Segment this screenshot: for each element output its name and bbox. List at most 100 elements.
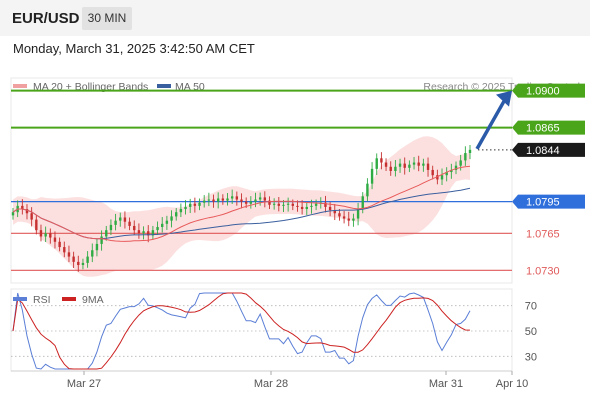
candle-body: [49, 233, 52, 238]
level-label-1.0730: 1.0730: [526, 265, 560, 277]
candle-body: [58, 241, 61, 248]
candle-body: [81, 262, 85, 266]
candle-body: [86, 256, 89, 263]
candle-body: [119, 217, 122, 221]
candle-body: [221, 198, 225, 201]
candle-body: [380, 158, 383, 163]
candle-body: [53, 237, 57, 242]
level-label-1.0865: 1.0865: [526, 123, 560, 135]
candle-body: [198, 202, 201, 206]
candle-body: [133, 225, 136, 231]
candle-body: [296, 205, 299, 207]
candle-body: [128, 221, 131, 226]
rsi-tick-50: 50: [525, 326, 537, 338]
pair-title: EUR/USD: [12, 10, 80, 27]
rsi-legend-label: RSI: [33, 294, 51, 306]
x-tick-label: Mar 28: [254, 378, 288, 390]
candle-body: [77, 261, 80, 266]
level-tag-1.0865: [512, 120, 585, 135]
candle-body: [202, 200, 206, 203]
candle-body: [105, 230, 108, 237]
candle-body: [72, 256, 75, 262]
candle-body: [403, 163, 406, 168]
candle-body: [161, 223, 164, 227]
candle-body: [375, 158, 378, 169]
rsi-ma-legend-swatch: [62, 297, 76, 301]
candle-body: [207, 199, 211, 201]
candle-body: [244, 201, 248, 204]
candle-body: [384, 162, 388, 167]
candle-body: [454, 165, 458, 170]
level-label-1.0765: 1.0765: [526, 228, 560, 240]
candle-body: [30, 213, 33, 220]
x-tick-label: Apr 10: [496, 378, 528, 390]
candle-body: [366, 183, 369, 197]
candle-body: [35, 219, 38, 231]
rsi-legend-swatch: [13, 297, 27, 301]
candle-body: [436, 175, 439, 180]
candle-body: [165, 220, 169, 224]
timeframe-button[interactable]: 30 MIN: [82, 7, 132, 30]
candle-body: [91, 250, 94, 257]
candle-body: [142, 231, 145, 234]
candle-body: [468, 149, 472, 154]
rsi-ma-line: [12, 292, 471, 370]
candle-body: [310, 205, 313, 207]
level-label-1.0900: 1.0900: [526, 86, 560, 98]
rsi-line: [12, 292, 471, 370]
candle-body: [212, 199, 215, 202]
candle-body: [286, 203, 290, 205]
candle-body: [249, 201, 253, 204]
candle-body: [464, 153, 467, 161]
level-tag-1.0900: [512, 83, 585, 98]
candle-body: [216, 198, 220, 202]
candle-body: [342, 216, 346, 219]
candle-body: [394, 166, 397, 171]
rsi-tick-70: 70: [525, 301, 537, 313]
candle-body: [352, 218, 355, 221]
candle-body: [338, 213, 341, 217]
rsi-ma-legend-label: 9MA: [82, 294, 104, 306]
candle-body: [39, 230, 43, 237]
level-label-1.0795: 1.0795: [526, 197, 560, 209]
candle-body: [95, 243, 99, 251]
candle-body: [282, 204, 285, 206]
candle-body: [230, 196, 234, 199]
candle-body: [417, 162, 420, 166]
candle-body: [389, 166, 392, 171]
candle-body: [63, 247, 66, 253]
candle-body: [44, 233, 47, 237]
candle-body: [67, 252, 71, 257]
candle-body: [268, 200, 271, 205]
candle-body: [314, 203, 318, 206]
candle-body: [426, 163, 430, 170]
candle-body: [459, 160, 462, 166]
candle-body: [305, 206, 308, 210]
candle-body: [422, 163, 425, 166]
candle-body: [109, 224, 113, 231]
candle-body: [398, 163, 402, 167]
rsi-tick-30: 30: [525, 351, 537, 363]
candle-body: [347, 218, 350, 221]
level-label-1.0844: 1.0844: [526, 145, 560, 157]
ma50-legend-swatch: [157, 84, 171, 88]
candle-body: [235, 196, 239, 200]
candle-body: [356, 209, 360, 219]
level-tag-1.0844: [512, 142, 585, 157]
candle-body: [328, 206, 332, 211]
candle-body: [300, 206, 304, 210]
candle-body: [412, 162, 416, 165]
candle-body: [440, 175, 444, 180]
candle-body: [25, 209, 29, 214]
level-tag-1.0795: [512, 194, 585, 209]
candle-body: [179, 209, 183, 213]
candle-body: [361, 196, 364, 210]
candle-body: [226, 198, 229, 201]
candle-body: [114, 220, 117, 225]
candle-body: [408, 164, 411, 168]
candle-body: [240, 199, 243, 202]
candle-body: [175, 212, 178, 217]
candle-body: [324, 202, 327, 207]
x-tick-label: Mar 31: [429, 378, 463, 390]
